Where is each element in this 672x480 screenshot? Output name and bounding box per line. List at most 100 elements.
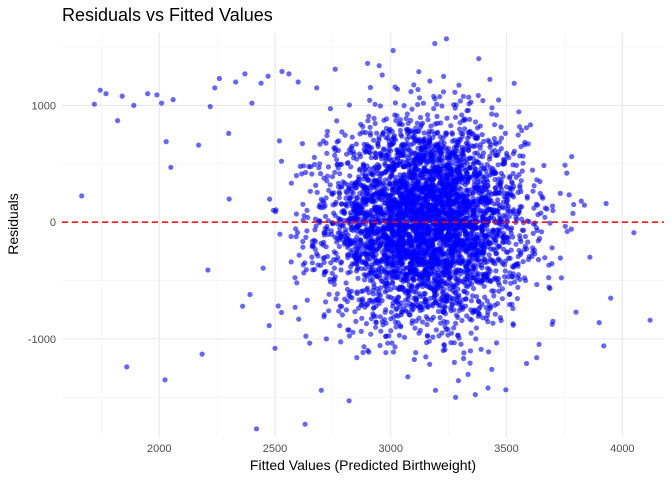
scatter-point (389, 340, 395, 346)
scatter-point (309, 254, 315, 260)
scatter-point (453, 394, 459, 400)
scatter-point (377, 314, 383, 320)
scatter-point (406, 254, 412, 260)
scatter-point (398, 131, 404, 138)
scatter-point (405, 288, 411, 295)
scatter-point (467, 155, 473, 161)
scatter-point (422, 144, 428, 150)
scatter-point (324, 226, 330, 232)
scatter-point (484, 161, 490, 168)
scatter-point (343, 280, 349, 286)
scatter-point (348, 189, 354, 195)
scatter-point (391, 271, 397, 277)
scatter-point (299, 141, 305, 147)
scatter-point (345, 252, 351, 258)
scatter-point (343, 240, 349, 246)
scatter-point (462, 167, 468, 174)
scatter-point (288, 233, 294, 240)
scatter-point (479, 224, 485, 230)
scatter-point (366, 149, 372, 155)
scatter-point (451, 359, 457, 365)
scatter-point (498, 145, 504, 152)
scatter-point (436, 241, 442, 247)
scatter-point (103, 91, 109, 97)
scatter-point (358, 328, 364, 334)
scatter-point (512, 279, 518, 285)
scatter-point (336, 243, 342, 250)
scatter-point (360, 124, 366, 130)
scatter-point (392, 344, 398, 350)
scatter-point (372, 313, 378, 319)
scatter-point (338, 260, 344, 266)
scatter-point (476, 56, 482, 62)
scatter-point (318, 171, 324, 177)
scatter-point (353, 253, 359, 259)
scatter-point (429, 241, 435, 247)
scatter-point (500, 234, 506, 240)
scatter-point (421, 168, 427, 175)
scatter-point (415, 101, 421, 108)
scatter-point (474, 133, 480, 139)
scatter-point (465, 371, 471, 377)
scatter-point (510, 170, 516, 177)
scatter-point (522, 139, 528, 145)
scatter-point (533, 201, 539, 207)
scatter-point (447, 222, 453, 228)
scatter-point (485, 309, 491, 315)
scatter-point (481, 283, 487, 289)
scatter-point (428, 123, 434, 129)
scatter-point (414, 262, 420, 268)
scatter-point (372, 101, 378, 107)
scatter-point (411, 250, 417, 256)
scatter-point (427, 361, 433, 367)
scatter-point (347, 294, 353, 300)
scatter-point (476, 311, 483, 318)
y-axis-label: Residuals (5, 193, 21, 254)
scatter-point (469, 266, 475, 272)
scatter-point (464, 198, 471, 205)
scatter-point (467, 174, 473, 180)
scatter-point (367, 97, 373, 103)
scatter-point (504, 153, 510, 159)
scatter-point (428, 265, 434, 271)
scatter-point (496, 288, 502, 294)
scatter-point (464, 143, 470, 149)
scatter-point (498, 317, 504, 324)
scatter-point (364, 177, 371, 183)
scatter-point (492, 176, 498, 183)
scatter-point (444, 115, 450, 121)
scatter-point (303, 333, 309, 339)
scatter-point (462, 182, 468, 188)
scatter-point (388, 247, 394, 253)
scatter-point (325, 164, 331, 170)
scatter-point (446, 195, 452, 201)
scatter-point (424, 333, 430, 339)
scatter-point (338, 339, 344, 345)
scatter-point (331, 281, 337, 287)
scatter-point (380, 129, 387, 135)
scatter-point (347, 195, 353, 201)
scatter-point (417, 95, 423, 101)
scatter-point (338, 161, 344, 167)
scatter-point (427, 150, 433, 157)
scatter-point (509, 179, 515, 185)
scatter-point (384, 276, 390, 282)
scatter-point (530, 230, 536, 236)
scatter-point (314, 189, 320, 195)
scatter-point (414, 212, 420, 218)
scatter-point (435, 229, 441, 236)
scatter-point (428, 317, 434, 323)
scatter-point (496, 97, 502, 103)
scatter-point (265, 73, 271, 79)
scatter-point (372, 223, 378, 229)
scatter-point (369, 262, 375, 268)
scatter-point (447, 298, 453, 304)
scatter-point (440, 143, 446, 149)
scatter-point (473, 325, 479, 331)
scatter-point (514, 211, 521, 217)
scatter-point (313, 223, 319, 229)
scatter-point (419, 304, 426, 310)
scatter-point (399, 227, 405, 233)
scatter-point (601, 343, 607, 349)
scatter-point (446, 266, 452, 272)
